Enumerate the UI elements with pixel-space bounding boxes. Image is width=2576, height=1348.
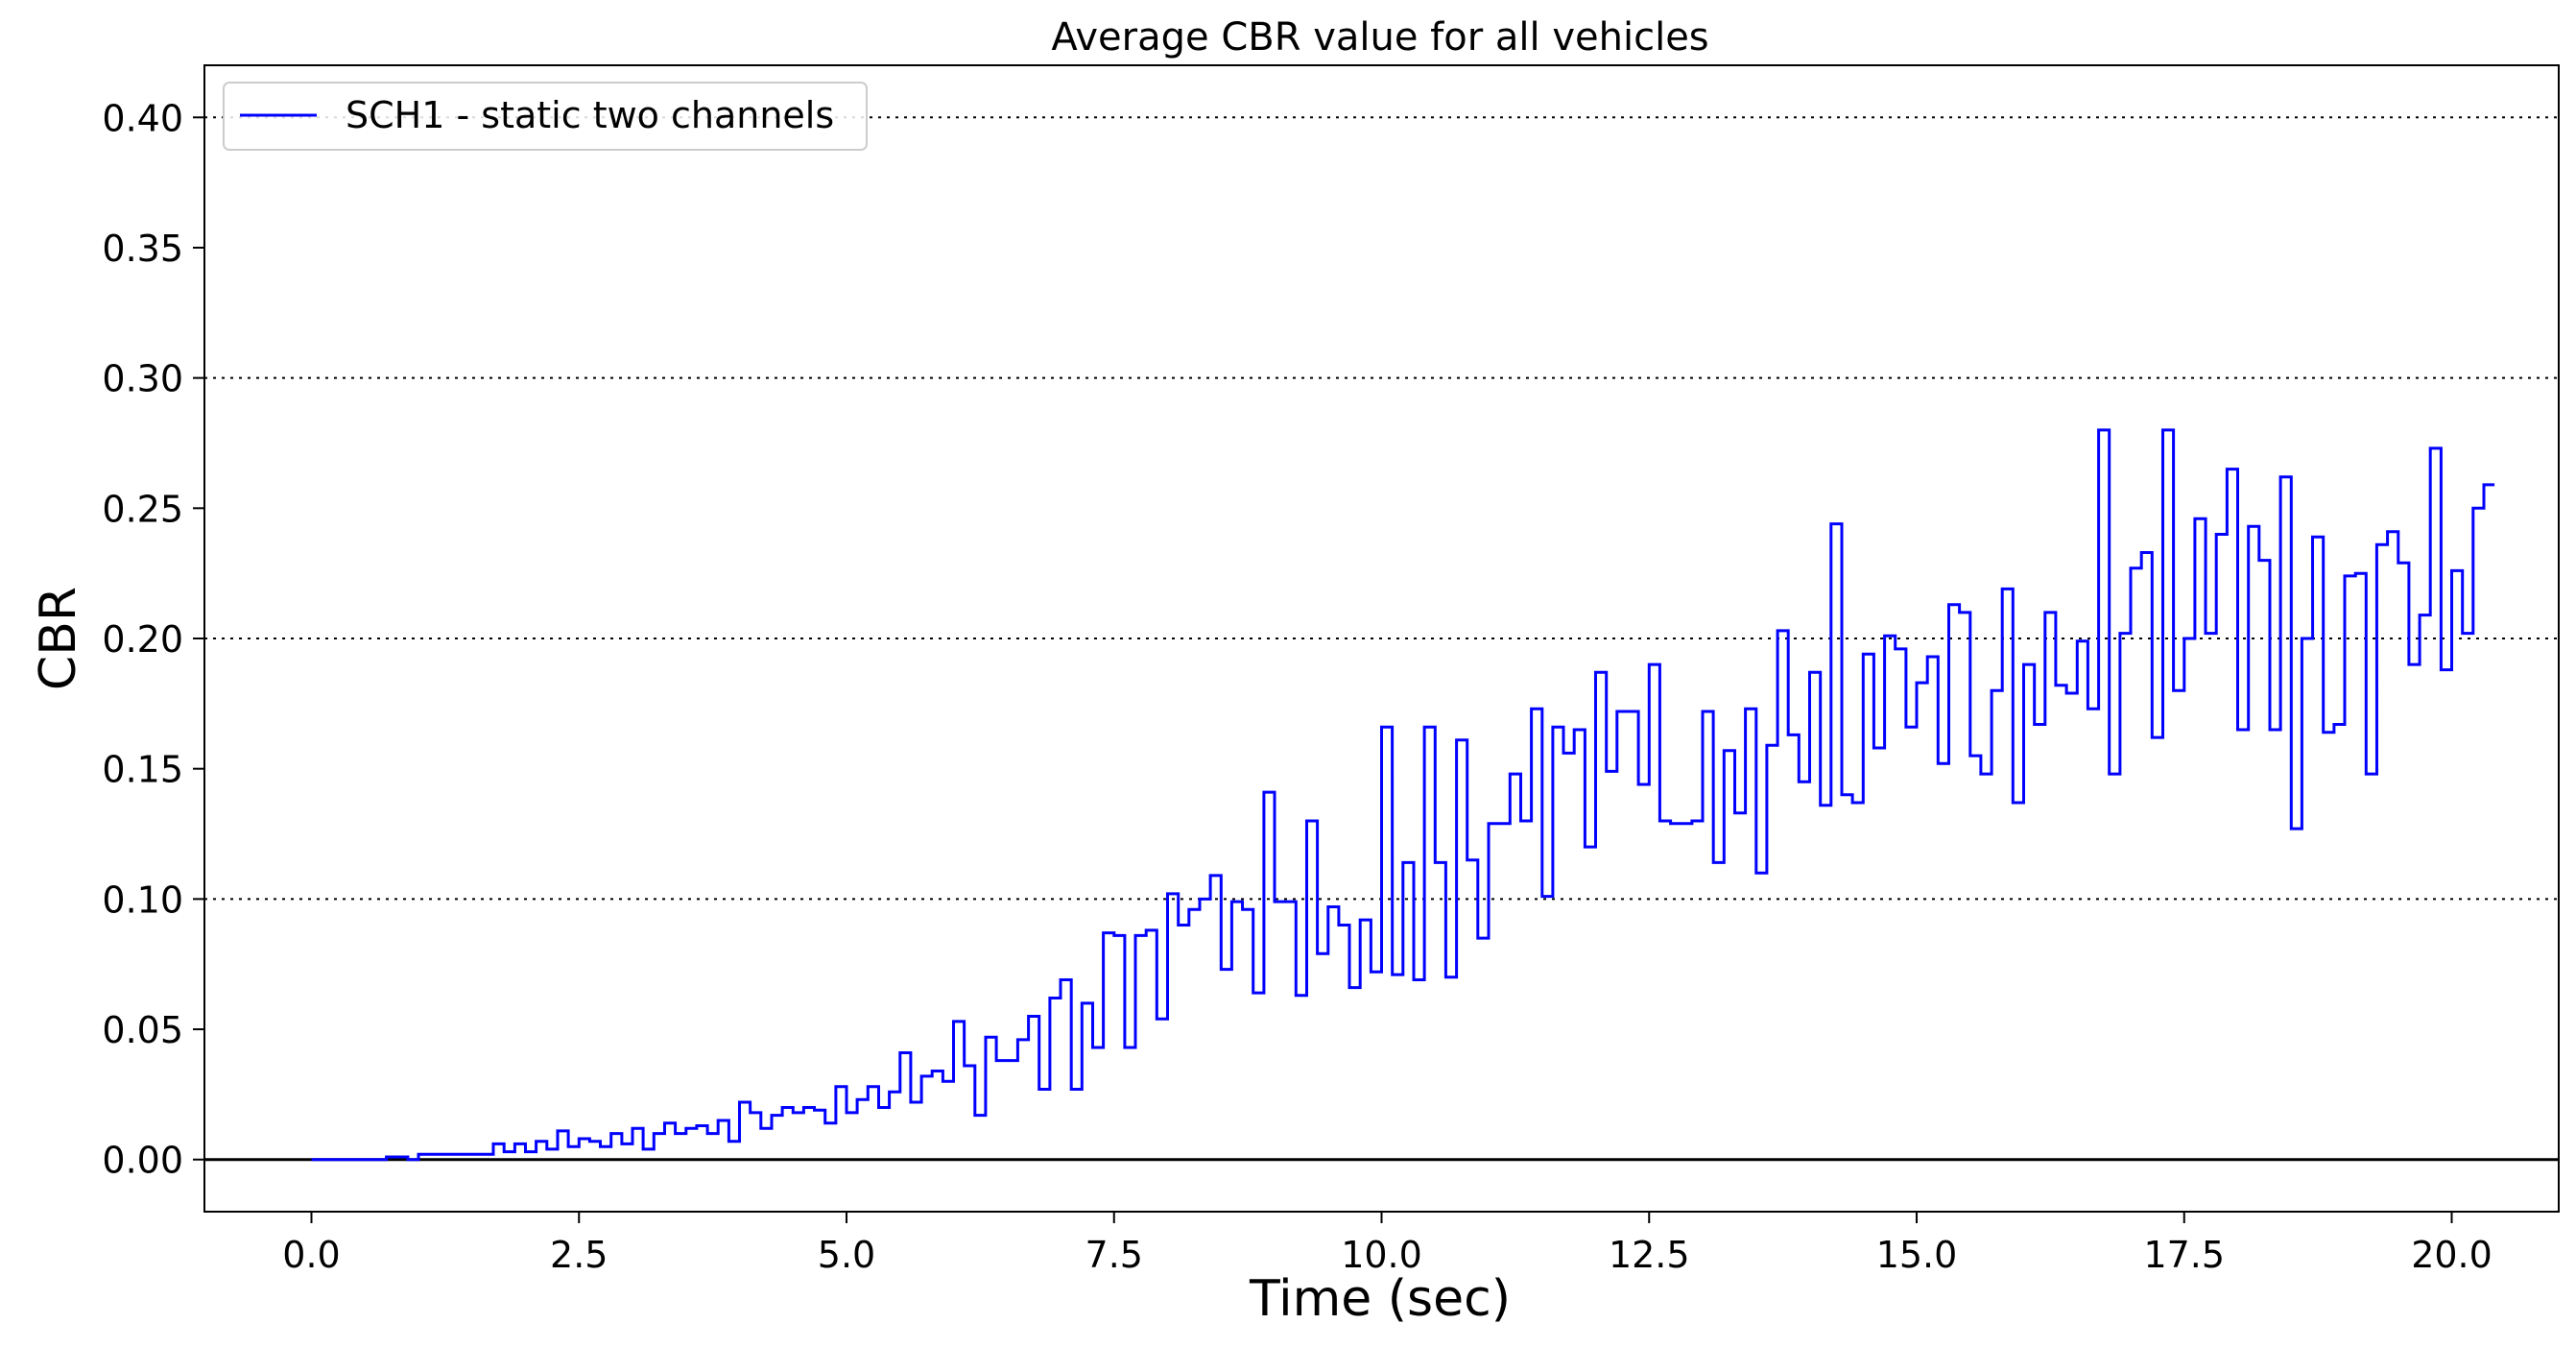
x-tick-label: 2.5 <box>550 1234 608 1276</box>
x-tick-label: 15.0 <box>1876 1234 1958 1276</box>
x-tick-label: 10.0 <box>1341 1234 1422 1276</box>
y-axis-label: CBR <box>30 587 87 690</box>
x-tick-label: 20.0 <box>2411 1234 2493 1276</box>
x-tick-label: 7.5 <box>1085 1234 1143 1276</box>
y-tick-label: 0.25 <box>102 488 183 530</box>
series-line-sch1 <box>311 428 2495 1162</box>
y-tick-label: 0.00 <box>102 1140 183 1182</box>
x-axis-label: Time (sec) <box>1249 1270 1511 1328</box>
y-tick-label: 0.40 <box>102 97 183 139</box>
y-tick-label: 0.35 <box>102 228 183 270</box>
y-axis-ticks: 0.00 0.05 0.10 0.15 0.20 0.25 0.30 0.35 0.40 <box>102 97 204 1182</box>
legend: SCH1 - static two channels <box>223 82 868 151</box>
y-tick-label: 0.30 <box>102 358 183 400</box>
chart-title: Average CBR value for all vehicles <box>1051 15 1708 60</box>
y-tick-label: 0.20 <box>102 618 183 661</box>
x-axis-ticks: 0.0 2.5 5.0 7.5 10.0 12.5 15.0 17.5 20.0 <box>282 1212 2493 1276</box>
x-tick-label: 0.0 <box>282 1234 340 1276</box>
x-tick-label: 17.5 <box>2143 1234 2225 1276</box>
legend-box <box>223 82 868 151</box>
y-tick-label: 0.05 <box>102 1009 183 1051</box>
x-tick-label: 5.0 <box>818 1234 875 1276</box>
legend-label: SCH1 - static two channels <box>346 94 834 136</box>
y-tick-label: 0.15 <box>102 749 183 791</box>
y-tick-label: 0.10 <box>102 879 183 921</box>
x-tick-label: 12.5 <box>1609 1234 1690 1276</box>
